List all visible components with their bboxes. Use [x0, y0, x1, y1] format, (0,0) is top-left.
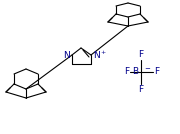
Text: F: F [138, 85, 144, 94]
Text: +: + [100, 49, 105, 55]
Text: N: N [63, 51, 70, 60]
Text: N: N [93, 51, 100, 60]
Text: −: − [144, 66, 150, 72]
Text: F: F [154, 68, 159, 77]
Text: F: F [124, 68, 129, 77]
Text: B: B [132, 68, 138, 77]
Text: F: F [138, 50, 144, 59]
